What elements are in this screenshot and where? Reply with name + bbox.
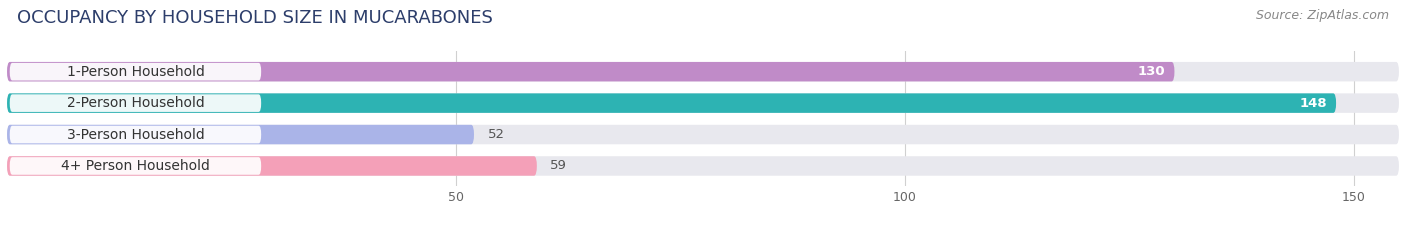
- Text: 3-Person Household: 3-Person Household: [66, 127, 204, 141]
- FancyBboxPatch shape: [7, 62, 1174, 81]
- Text: 130: 130: [1137, 65, 1166, 78]
- Text: 2-Person Household: 2-Person Household: [66, 96, 204, 110]
- Text: 59: 59: [550, 159, 567, 172]
- FancyBboxPatch shape: [7, 125, 1399, 144]
- FancyBboxPatch shape: [7, 62, 1399, 81]
- Text: OCCUPANCY BY HOUSEHOLD SIZE IN MUCARABONES: OCCUPANCY BY HOUSEHOLD SIZE IN MUCARABON…: [17, 9, 492, 27]
- Text: Source: ZipAtlas.com: Source: ZipAtlas.com: [1256, 9, 1389, 22]
- FancyBboxPatch shape: [7, 93, 1399, 113]
- Text: 4+ Person Household: 4+ Person Household: [60, 159, 209, 173]
- Text: 148: 148: [1299, 97, 1327, 110]
- Text: 1-Person Household: 1-Person Household: [66, 65, 204, 79]
- FancyBboxPatch shape: [10, 126, 262, 143]
- FancyBboxPatch shape: [10, 63, 262, 80]
- FancyBboxPatch shape: [7, 125, 474, 144]
- FancyBboxPatch shape: [10, 94, 262, 112]
- FancyBboxPatch shape: [7, 156, 537, 176]
- Text: 52: 52: [488, 128, 505, 141]
- FancyBboxPatch shape: [7, 93, 1336, 113]
- FancyBboxPatch shape: [10, 157, 262, 175]
- FancyBboxPatch shape: [7, 156, 1399, 176]
